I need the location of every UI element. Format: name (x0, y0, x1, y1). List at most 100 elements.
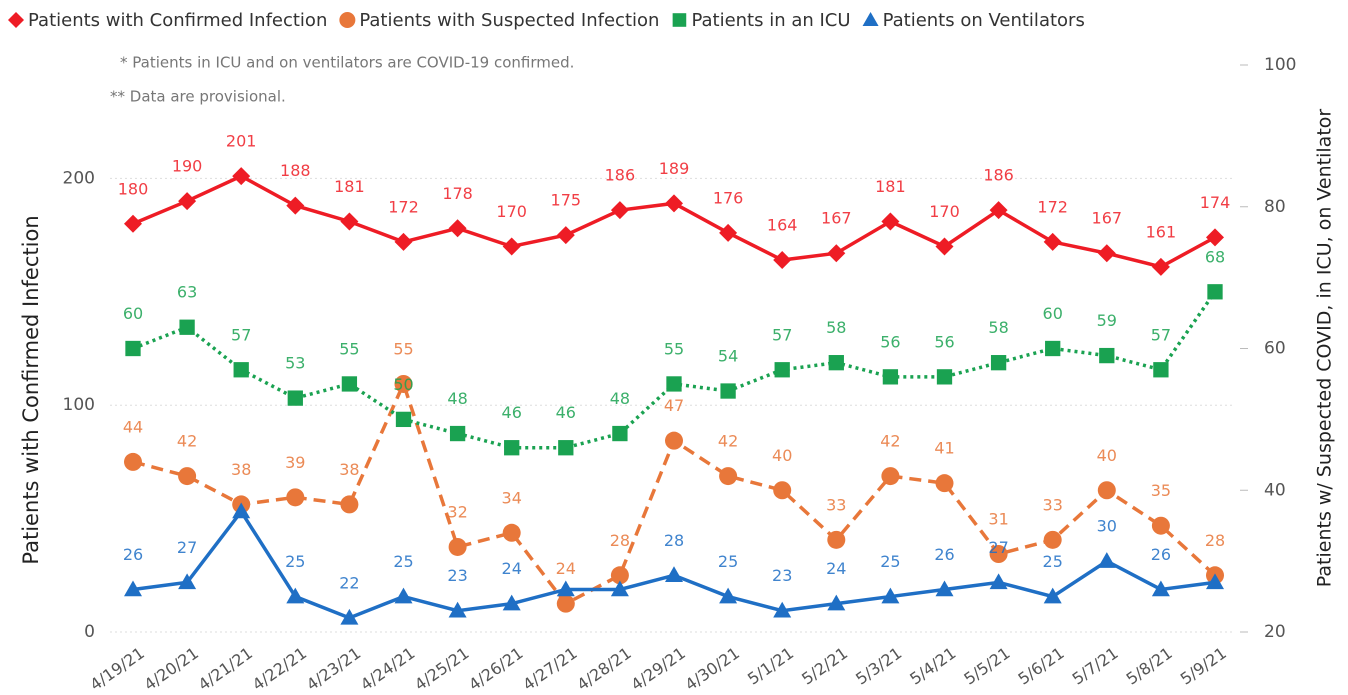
data-label: 42 (880, 432, 900, 451)
data-label: 190 (172, 157, 203, 176)
x-tick-label: 5/7/21 (1069, 643, 1122, 688)
data-label: 42 (177, 432, 197, 451)
data-point (179, 319, 195, 335)
data-point (558, 440, 574, 456)
data-point (936, 369, 953, 385)
data-label: 40 (1097, 446, 1117, 465)
data-point (774, 362, 790, 378)
data-point (665, 566, 683, 583)
data-label: 25 (285, 552, 305, 571)
data-label: 164 (767, 216, 798, 235)
data-label: 23 (447, 566, 467, 585)
data-label: 186 (605, 166, 636, 185)
legend-item: Patients with Suspected Infection (339, 10, 659, 31)
data-label: 26 (934, 545, 954, 564)
data-label: 201 (226, 132, 257, 151)
data-label: 44 (123, 417, 143, 436)
data-point (504, 440, 520, 456)
data-point (340, 608, 359, 625)
y-tick-label: 100 (63, 395, 95, 415)
legend-marker (8, 12, 24, 28)
data-point (502, 523, 521, 542)
data-point (124, 452, 142, 471)
data-label: 181 (334, 177, 365, 196)
x-tick-label: 4/30/21 (682, 643, 743, 691)
data-point (1097, 552, 1116, 568)
x-tick-label: 5/2/21 (798, 643, 851, 688)
data-label: 47 (664, 396, 684, 415)
data-point (1097, 244, 1116, 263)
data-point (828, 355, 844, 371)
data-label: 60 (1043, 304, 1063, 323)
data-point (394, 374, 413, 393)
data-label: 35 (1151, 481, 1171, 500)
x-tick-label: 4/29/21 (627, 643, 688, 691)
data-point (773, 481, 792, 500)
y2-tick-label: 80 (1264, 197, 1286, 217)
data-point (124, 580, 142, 597)
data-label: 56 (934, 332, 954, 351)
legend-marker (862, 12, 879, 26)
data-label: 33 (826, 495, 846, 514)
note: * Patients in ICU and on ventilators are… (120, 54, 574, 72)
data-label: 172 (1037, 197, 1068, 216)
note: ** Data are provisional. (110, 88, 286, 106)
data-point (612, 425, 628, 442)
data-label: 175 (551, 191, 582, 210)
data-label: 178 (442, 184, 473, 203)
data-label: 46 (556, 403, 576, 422)
data-point (610, 580, 629, 597)
data-point (286, 196, 305, 215)
data-point (989, 573, 1008, 590)
data-label: 24 (826, 559, 846, 578)
x-tick-label: 4/27/21 (519, 643, 580, 691)
data-label: 41 (934, 439, 954, 458)
data-point (556, 226, 575, 245)
data-label: 38 (339, 460, 359, 479)
data-point (827, 530, 846, 549)
legend-item: Patients in an ICU (672, 10, 851, 31)
data-point (665, 194, 683, 213)
data-label: 30 (1097, 517, 1117, 536)
data-label: 189 (659, 159, 690, 178)
data-label: 63 (177, 283, 197, 302)
data-point (1045, 340, 1061, 357)
legend-label: Patients on Ventilators (883, 10, 1085, 31)
data-point (178, 192, 197, 211)
data-point (125, 340, 141, 357)
y2-tick-label: 100 (1264, 55, 1296, 75)
data-label: 172 (388, 197, 419, 216)
data-label: 180 (118, 179, 149, 198)
data-label: 161 (1146, 222, 1177, 241)
y-tick-label: 0 (84, 622, 95, 642)
data-point (556, 594, 575, 613)
data-label: 57 (231, 325, 251, 344)
data-point (719, 223, 738, 242)
data-point (1207, 284, 1223, 300)
data-point (773, 601, 792, 618)
data-label: 27 (177, 538, 197, 557)
data-label: 68 (1205, 247, 1225, 266)
x-tick-label: 4/24/21 (357, 643, 418, 691)
data-point (665, 431, 683, 450)
data-point (233, 362, 249, 378)
x-tick-label: 5/5/21 (960, 643, 1013, 688)
data-point (1099, 347, 1115, 364)
legend-label: Patients with Confirmed Infection (28, 10, 327, 31)
data-label: 176 (713, 188, 744, 207)
data-label: 57 (772, 325, 792, 344)
data-label: 28 (610, 531, 630, 550)
data-label: 60 (123, 304, 143, 323)
data-label: 174 (1200, 193, 1231, 212)
data-point (1153, 362, 1169, 378)
data-point (1206, 573, 1224, 590)
data-point (448, 219, 467, 238)
data-label: 55 (393, 339, 413, 358)
data-label: 50 (393, 375, 413, 394)
data-label: 57 (1151, 325, 1171, 344)
y-tick-label: 200 (63, 168, 95, 188)
data-label: 167 (1092, 209, 1123, 228)
data-label: 32 (447, 502, 467, 521)
data-label: 26 (1151, 545, 1171, 564)
